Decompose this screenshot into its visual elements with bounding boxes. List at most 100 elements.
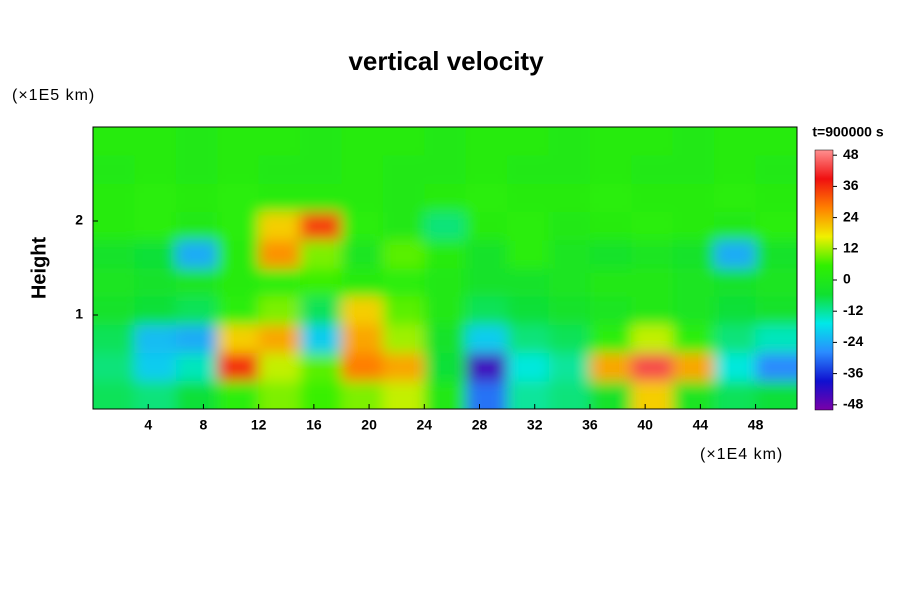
field-cell bbox=[341, 324, 384, 354]
field-cell bbox=[341, 183, 384, 213]
y-tick-label: 2 bbox=[75, 212, 83, 228]
field-cell bbox=[465, 268, 508, 297]
field-cell bbox=[465, 211, 508, 241]
field-cell bbox=[548, 127, 591, 156]
field-cell bbox=[134, 324, 177, 354]
colorbar bbox=[814, 149, 834, 411]
field-cell bbox=[382, 296, 425, 325]
field-cell bbox=[217, 211, 260, 241]
field-cell bbox=[134, 211, 177, 241]
field-cell bbox=[631, 380, 674, 409]
plot-frame bbox=[92, 126, 798, 410]
field-cell bbox=[258, 324, 301, 354]
field-cell bbox=[424, 380, 467, 409]
field-cell bbox=[714, 211, 757, 241]
field-cell bbox=[631, 324, 674, 354]
field-cell bbox=[424, 211, 467, 241]
field-cell bbox=[548, 380, 591, 409]
field-cell bbox=[341, 211, 384, 241]
field-cell bbox=[258, 211, 301, 241]
y-unit: (×1E5 km) bbox=[12, 87, 95, 104]
field-cell bbox=[714, 183, 757, 213]
field-cell bbox=[382, 352, 425, 382]
x-tick-label: 36 bbox=[582, 417, 598, 433]
field-cell bbox=[714, 380, 757, 409]
field-cell bbox=[714, 268, 757, 297]
field-cell bbox=[93, 239, 135, 269]
colorbar-tick-label: -48 bbox=[843, 396, 863, 412]
field-cell bbox=[175, 380, 218, 409]
chart-title: vertical velocity bbox=[348, 46, 544, 76]
colorbar-tick-label: -12 bbox=[843, 302, 863, 318]
field-cell bbox=[755, 352, 797, 382]
field-cell bbox=[424, 352, 467, 382]
field-cell bbox=[175, 127, 218, 156]
field-cell bbox=[631, 352, 674, 382]
x-tick-label: 48 bbox=[748, 417, 764, 433]
field-cell bbox=[548, 211, 591, 241]
field-cell bbox=[382, 324, 425, 354]
field-cell bbox=[424, 296, 467, 325]
field-cell bbox=[341, 268, 384, 297]
field-cell bbox=[134, 296, 177, 325]
field-cell bbox=[93, 268, 135, 297]
field-cell bbox=[755, 211, 797, 241]
field-cell bbox=[672, 239, 715, 269]
field-cell bbox=[755, 155, 797, 184]
x-tick-label: 24 bbox=[417, 417, 433, 433]
field-cell bbox=[548, 352, 591, 382]
field-cell bbox=[465, 296, 508, 325]
colorbar-tick-label: 12 bbox=[843, 240, 859, 256]
field-cell bbox=[631, 211, 674, 241]
field-cell bbox=[755, 183, 797, 213]
x-tick-label: 12 bbox=[251, 417, 267, 433]
x-tick-label: 8 bbox=[200, 417, 208, 433]
x-tick-label: 16 bbox=[306, 417, 322, 433]
field-cell bbox=[217, 127, 260, 156]
field-cell bbox=[175, 268, 218, 297]
field-cell bbox=[507, 380, 550, 409]
field-cell bbox=[507, 211, 550, 241]
field-cell bbox=[175, 155, 218, 184]
field-cell bbox=[217, 268, 260, 297]
field-cell bbox=[507, 268, 550, 297]
field-cell bbox=[507, 352, 550, 382]
field-cell bbox=[382, 127, 425, 156]
field-cell bbox=[341, 296, 384, 325]
field-cell bbox=[672, 324, 715, 354]
field-cell bbox=[134, 127, 177, 156]
field-cell bbox=[93, 380, 135, 409]
field-cell bbox=[672, 380, 715, 409]
field-cell bbox=[672, 127, 715, 156]
field-cell bbox=[93, 324, 135, 354]
field-cell bbox=[300, 211, 342, 241]
field-cell bbox=[589, 211, 632, 241]
field-cell bbox=[382, 183, 425, 213]
field-cell bbox=[631, 183, 674, 213]
x-tick-label: 44 bbox=[693, 417, 709, 433]
field-cell bbox=[175, 324, 218, 354]
field-cell bbox=[258, 183, 301, 213]
field-cell bbox=[589, 268, 632, 297]
field-cell bbox=[672, 352, 715, 382]
field-cell bbox=[507, 296, 550, 325]
field-cell bbox=[507, 155, 550, 184]
colorbar-tick-label: 24 bbox=[843, 208, 859, 224]
x-tick-label: 40 bbox=[637, 417, 653, 433]
field-cell bbox=[424, 127, 467, 156]
field-cell bbox=[589, 380, 632, 409]
field-cell bbox=[589, 239, 632, 269]
field-cell bbox=[424, 324, 467, 354]
y-tick-label: 1 bbox=[75, 306, 83, 322]
field-cell bbox=[589, 127, 632, 156]
field-cell bbox=[258, 127, 301, 156]
field-cell bbox=[465, 352, 508, 382]
field-cell bbox=[672, 155, 715, 184]
field-cell bbox=[93, 211, 135, 241]
field-cell bbox=[548, 155, 591, 184]
field-cell bbox=[341, 155, 384, 184]
field-cell bbox=[175, 352, 218, 382]
colorbar-tick-label: 48 bbox=[843, 146, 859, 162]
field-cell bbox=[714, 127, 757, 156]
